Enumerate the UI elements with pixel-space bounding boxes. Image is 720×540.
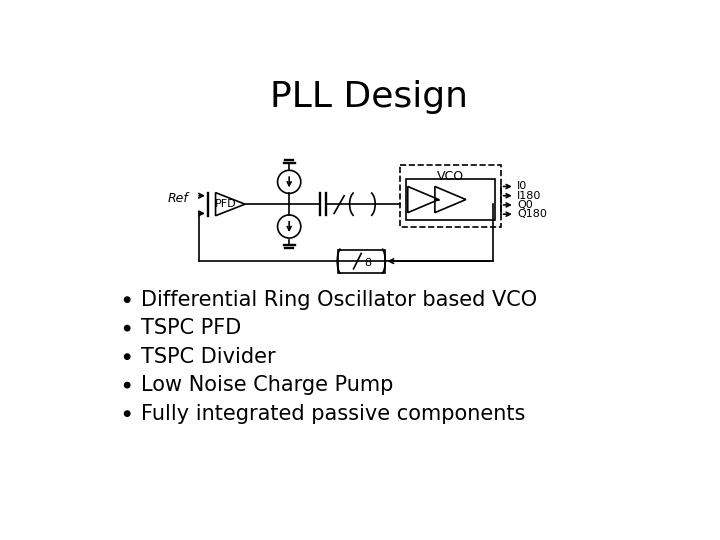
Circle shape (125, 411, 130, 416)
Circle shape (125, 382, 130, 388)
Text: Fully integrated passive components: Fully integrated passive components (141, 403, 526, 423)
Text: Differential Ring Oscillator based VCO: Differential Ring Oscillator based VCO (141, 289, 537, 309)
Circle shape (125, 354, 130, 359)
Text: 8: 8 (364, 258, 371, 268)
Text: Ref: Ref (168, 192, 188, 205)
Text: PLL Design: PLL Design (270, 80, 468, 114)
Text: I180: I180 (517, 191, 541, 201)
Bar (406, 179, 495, 220)
Text: I0: I0 (517, 181, 527, 192)
Text: TSPC PFD: TSPC PFD (141, 318, 241, 338)
Text: Q0: Q0 (517, 200, 533, 210)
Text: VCO: VCO (437, 170, 464, 183)
Text: PFD: PFD (215, 199, 236, 209)
Circle shape (125, 297, 130, 302)
Bar (400, 165, 500, 226)
Bar (338, 249, 384, 273)
Text: Q180: Q180 (517, 209, 547, 219)
Text: Low Noise Charge Pump: Low Noise Charge Pump (141, 375, 394, 395)
Text: TSPC Divider: TSPC Divider (141, 347, 276, 367)
Circle shape (125, 326, 130, 331)
